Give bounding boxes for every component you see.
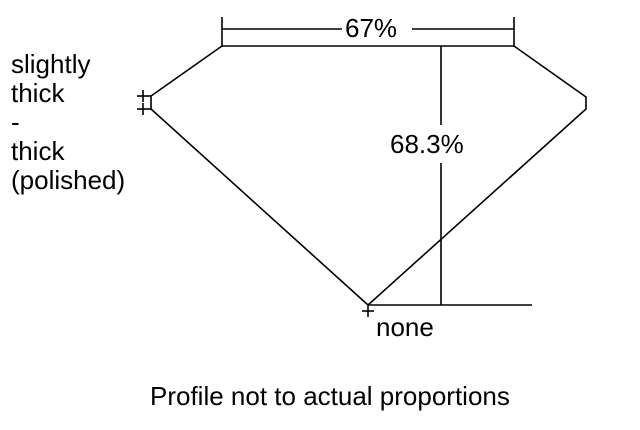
- girdle-label-line: (polished): [11, 165, 126, 195]
- culet-marker-icon: [362, 305, 374, 317]
- culet-label: none: [376, 312, 434, 342]
- girdle-label-line: -: [11, 107, 20, 137]
- girdle-marker-icon: [137, 90, 151, 115]
- girdle-label-line: thick: [11, 78, 65, 108]
- gem-outline: [150, 45, 587, 307]
- caption: Profile not to actual proportions: [150, 381, 510, 411]
- table-width-label: 67%: [345, 13, 398, 43]
- girdle-label-line: slightly: [11, 49, 91, 79]
- girdle-thickness-label: slightly thick - thick (polished): [11, 50, 125, 195]
- girdle-label-line: thick: [11, 136, 65, 166]
- total-depth-label: 68.3%: [390, 129, 464, 159]
